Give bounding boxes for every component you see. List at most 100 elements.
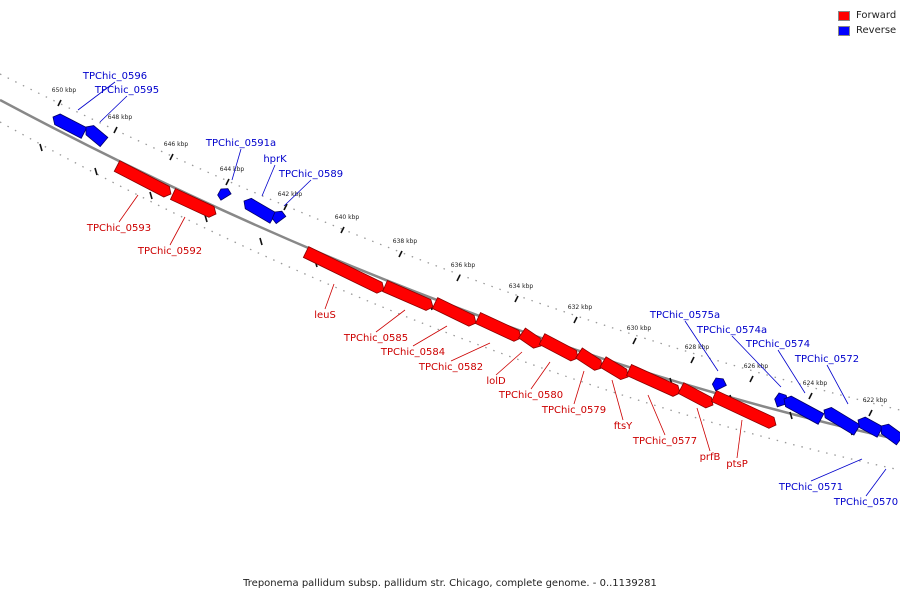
- lower-guide: [0, 121, 900, 471]
- kbp-tick-mark: [690, 356, 695, 364]
- gene-shape: [711, 377, 727, 392]
- gene-label: TPChic_0577: [632, 436, 697, 447]
- gene-label: hprK: [263, 154, 287, 165]
- gene-shape: [710, 390, 777, 429]
- gene-label: TPChic_0584: [380, 347, 445, 358]
- gene-leader-line: [736, 419, 743, 459]
- gene-label: lolD: [486, 376, 506, 387]
- gene-label: TPChic_0585: [343, 333, 408, 344]
- kbp-tick-label: 650 kbp: [52, 87, 77, 94]
- gene-leader-line: [77, 81, 116, 111]
- gene-label: TPChic_0592: [137, 246, 202, 257]
- kbp-tick-mark: [868, 409, 873, 417]
- gene-arrow: [857, 416, 884, 438]
- gene-shape: [85, 125, 109, 148]
- gene-label: TPChic_0570: [833, 497, 898, 508]
- kbp-tick-mark: [632, 337, 637, 345]
- kbp-tick-mark: [225, 178, 230, 186]
- lower-tick-mark: [39, 143, 43, 152]
- gene-label: ftsY: [614, 421, 633, 432]
- kbp-tick-label: 638 kbp: [393, 238, 418, 245]
- gene-label: TPChic_0596: [82, 71, 147, 82]
- gene-shape: [880, 423, 900, 446]
- gene-leader-line: [118, 194, 139, 223]
- gene-shape: [599, 356, 629, 381]
- gene-shape: [302, 246, 385, 294]
- gene-shape: [626, 364, 681, 397]
- kbp-tick-label: 642 kbp: [278, 191, 303, 198]
- gene-label: TPChic_0582: [418, 362, 483, 373]
- gene-label: TPChic_0579: [541, 405, 606, 416]
- gene-arrow: [518, 327, 542, 349]
- gene-leader-line: [777, 349, 806, 394]
- kbp-tick-label: 630 kbp: [627, 325, 652, 332]
- gene-shape: [575, 347, 603, 371]
- kbp-tick-label: 634 kbp: [509, 283, 534, 290]
- gene-arrow: [677, 382, 714, 409]
- gene-arrow: [823, 407, 861, 436]
- gene-shape: [217, 188, 232, 201]
- upper-guide: [0, 73, 900, 411]
- gene-arrow: [52, 113, 88, 139]
- gene-leader-line: [412, 325, 448, 347]
- gene-shape: [169, 188, 217, 218]
- gene-label: ptsP: [726, 459, 748, 470]
- gene-arrow: [538, 333, 579, 362]
- gene-label: TPChic_0574: [745, 339, 810, 350]
- gene-label: leuS: [314, 310, 336, 321]
- gene-label: TPChic_0571: [778, 482, 843, 493]
- kbp-tick-label: 626 kbp: [744, 363, 769, 370]
- gene-arrow: [711, 377, 727, 392]
- reverse-swatch: [838, 25, 850, 36]
- gene-shape: [52, 113, 88, 139]
- gene-shape: [431, 297, 477, 327]
- gene-arrow: [474, 312, 522, 342]
- gene-leader-line: [169, 216, 186, 246]
- gene-arrow: [113, 160, 172, 198]
- gene-shape: [382, 279, 434, 311]
- gene-label: TPChic_0574a: [696, 325, 767, 336]
- gene-leader-line: [283, 179, 312, 207]
- kbp-tick-mark: [113, 126, 118, 134]
- gene-arrow: [626, 364, 681, 397]
- gene-leader-line: [231, 148, 242, 181]
- kbp-tick-label: 632 kbp: [568, 304, 593, 311]
- gene-shape: [271, 210, 287, 225]
- kbp-tick-mark: [57, 99, 62, 107]
- kbp-tick-mark: [573, 316, 578, 324]
- gene-label: TPChic_0595: [94, 85, 159, 96]
- gene-label: prfB: [700, 452, 721, 463]
- kbp-tick-mark: [749, 375, 754, 383]
- legend-reverse: Reverse: [838, 23, 896, 38]
- kbp-tick-label: 640 kbp: [335, 214, 360, 221]
- gene-leader-line: [684, 320, 719, 372]
- gene-arrow: [599, 356, 629, 381]
- kbp-tick-label: 644 kbp: [220, 166, 245, 173]
- gene-arrow: [271, 210, 287, 225]
- gene-leader-line: [495, 351, 523, 376]
- gene-arrow: [710, 390, 777, 429]
- gene-arrow: [880, 423, 900, 446]
- lower-tick-mark: [259, 237, 263, 246]
- kbp-tick-mark: [283, 203, 288, 211]
- gene-leader-line: [647, 394, 666, 436]
- gene-shape: [518, 327, 542, 349]
- gene-shape: [783, 395, 825, 425]
- kbp-tick-mark: [456, 274, 461, 282]
- genome-caption: Treponema pallidum subsp. pallidum str. …: [243, 578, 657, 589]
- kbp-tick-mark: [169, 153, 174, 161]
- gene-arrow: [302, 246, 385, 294]
- kbp-tick-label: 636 kbp: [451, 262, 476, 269]
- gene-label: TPChic_0580: [498, 390, 563, 401]
- gene-arrow: [783, 395, 825, 425]
- genome-backbone: [0, 98, 900, 442]
- gene-shape: [113, 160, 172, 198]
- gene-leader-line: [573, 370, 585, 405]
- gene-arrow: [85, 125, 109, 148]
- lower-tick-mark: [789, 411, 793, 420]
- gene-label: TPChic_0572: [794, 354, 859, 365]
- kbp-tick-label: 646 kbp: [164, 141, 189, 148]
- gene-leader-line: [375, 309, 406, 333]
- gene-label: TPChic_0593: [86, 223, 151, 234]
